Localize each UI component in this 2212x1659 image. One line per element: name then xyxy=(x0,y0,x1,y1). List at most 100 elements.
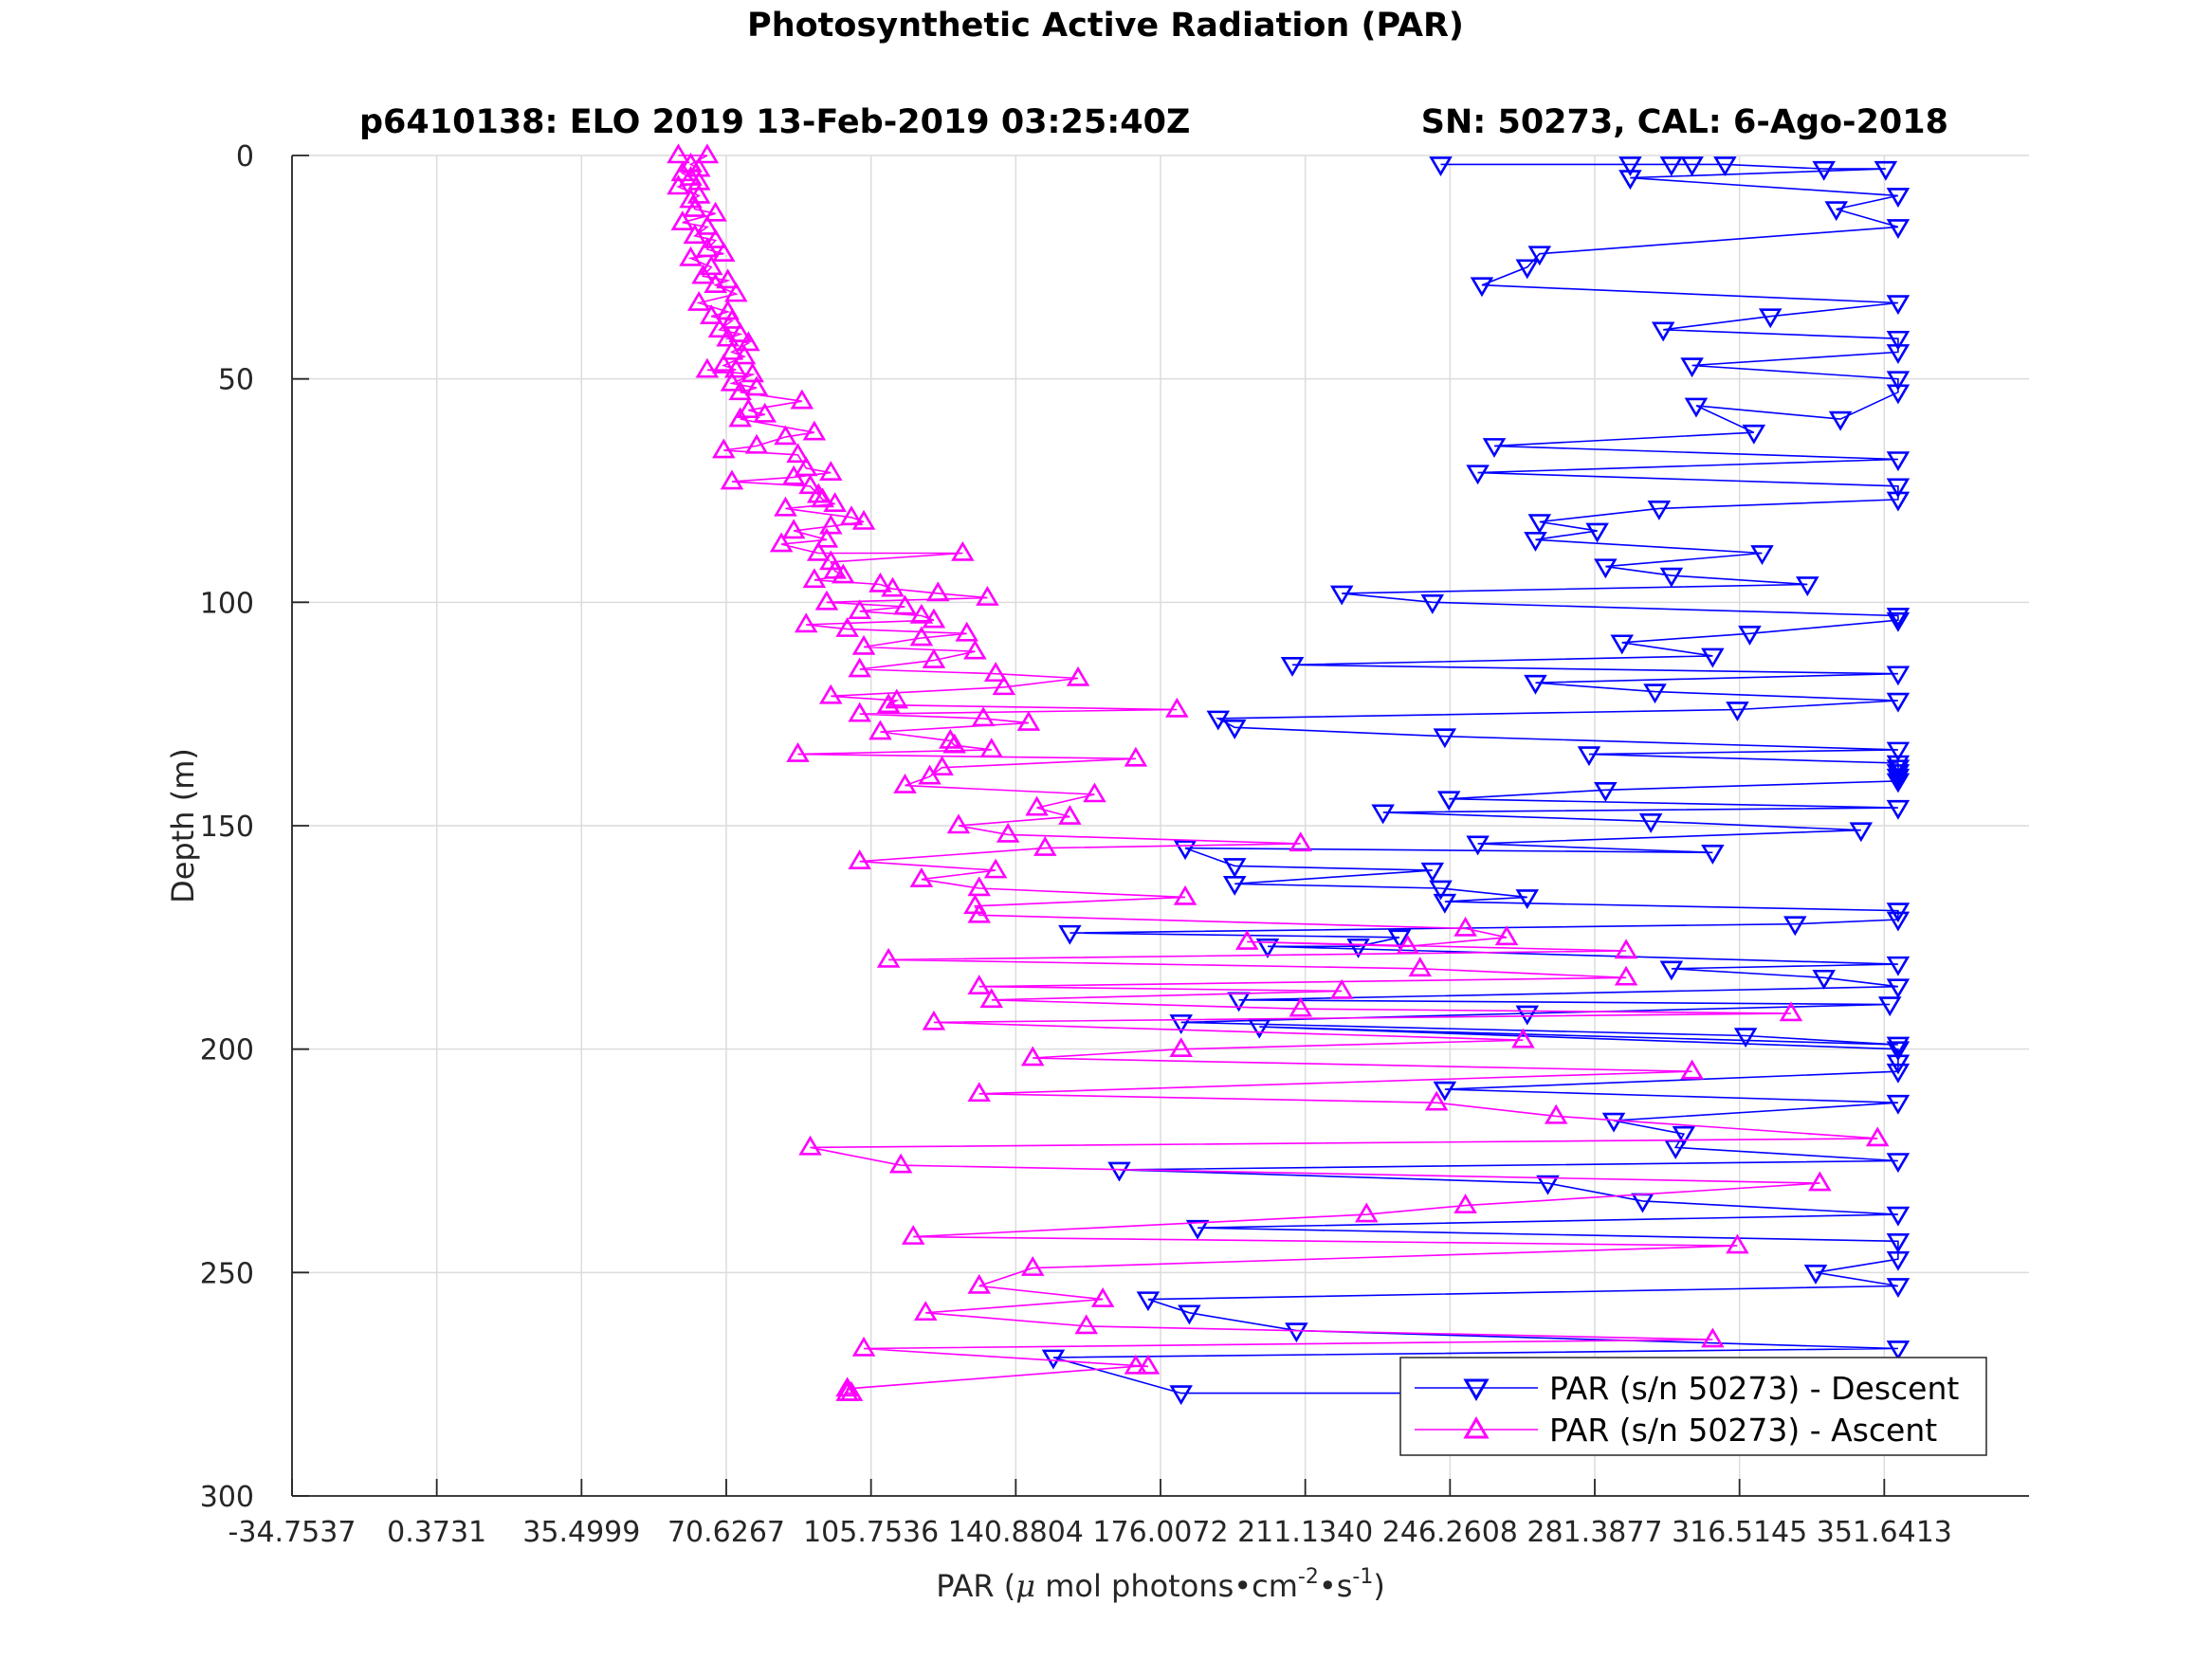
x-axis-label-mu: μ xyxy=(1015,1568,1035,1604)
data-point xyxy=(1886,1278,1910,1299)
data-point xyxy=(1585,522,1609,543)
data-point xyxy=(1886,330,1910,351)
data-point xyxy=(1020,1256,1045,1276)
data-point xyxy=(976,586,999,606)
data-point xyxy=(1680,357,1704,378)
data-point xyxy=(1701,1327,1725,1348)
data-point xyxy=(1524,674,1547,695)
data-point xyxy=(1738,626,1762,646)
data-point xyxy=(1387,929,1412,950)
data-point xyxy=(967,902,992,923)
data-point xyxy=(1136,1291,1161,1312)
data-point xyxy=(670,210,695,230)
data-point xyxy=(1733,1028,1758,1048)
data-point xyxy=(724,357,748,378)
data-point xyxy=(1886,911,1910,932)
data-point xyxy=(1638,812,1663,833)
data-point xyxy=(1527,246,1552,266)
data-point xyxy=(1647,501,1672,520)
x-tick-label: 70.6267 xyxy=(667,1516,785,1549)
data-point xyxy=(992,675,1016,696)
data-point xyxy=(794,612,818,633)
data-point xyxy=(1206,710,1231,731)
x-tick-label: 281.3877 xyxy=(1526,1516,1662,1549)
data-point xyxy=(1886,1233,1910,1253)
series-ascent xyxy=(667,143,1890,1401)
data-point xyxy=(1420,862,1445,883)
data-point xyxy=(1886,1063,1910,1084)
data-point xyxy=(1433,1081,1457,1102)
data-point xyxy=(1886,384,1910,405)
data-point xyxy=(1886,491,1910,512)
data-point xyxy=(769,532,794,553)
data-point xyxy=(686,170,711,191)
data-point xyxy=(1494,925,1519,946)
data-point xyxy=(930,756,954,776)
data-point xyxy=(1355,1202,1379,1223)
data-point xyxy=(786,443,810,464)
data-point xyxy=(1886,956,1910,976)
data-point xyxy=(814,590,839,611)
axes xyxy=(291,155,2029,1497)
data-point xyxy=(1610,634,1635,655)
y-tick-label: 100 xyxy=(200,587,254,620)
legend-ascent-label: PAR (s/n 50273) - Ascent xyxy=(1549,1412,1937,1449)
data-point xyxy=(1779,1001,1803,1022)
data-point xyxy=(720,371,744,392)
data-point xyxy=(1874,160,1898,181)
y-tick-label: 250 xyxy=(200,1257,254,1290)
data-point xyxy=(1812,160,1836,181)
data-point xyxy=(819,461,843,481)
x-tick-label: 211.1340 xyxy=(1237,1516,1373,1549)
data-point xyxy=(695,237,720,258)
data-point xyxy=(720,308,744,329)
data-point xyxy=(1877,996,1902,1017)
data-point xyxy=(971,706,996,727)
data-point xyxy=(1726,1233,1749,1254)
data-point xyxy=(704,273,727,293)
data-point xyxy=(1886,1153,1910,1174)
data-point xyxy=(1701,647,1725,668)
data-point xyxy=(1420,594,1445,614)
data-point xyxy=(1886,741,1910,762)
x-tick-label: 246.2608 xyxy=(1382,1516,1518,1549)
data-point xyxy=(1672,1125,1696,1146)
data-point xyxy=(1886,1041,1910,1062)
x-tick-label: 35.4999 xyxy=(522,1516,640,1549)
data-point xyxy=(1329,978,1354,999)
data-point xyxy=(1424,1090,1449,1111)
data-point xyxy=(1433,893,1457,914)
data-point xyxy=(737,331,760,352)
data-point xyxy=(1886,295,1910,316)
data-point xyxy=(1659,960,1684,981)
data-point xyxy=(774,496,797,517)
data-point xyxy=(1222,720,1247,739)
data-point xyxy=(876,693,901,714)
data-point xyxy=(1436,791,1461,811)
data-point xyxy=(1886,219,1910,239)
data-point xyxy=(1544,1103,1568,1124)
data-point xyxy=(699,304,723,324)
x-tick-label: -34.7537 xyxy=(229,1516,356,1549)
x-axis-label-exp2: -1 xyxy=(1352,1565,1373,1589)
data-point xyxy=(1758,308,1782,329)
data-point xyxy=(967,975,992,994)
data-point xyxy=(1016,711,1041,731)
data-point xyxy=(683,196,707,217)
data-point xyxy=(1289,831,1313,852)
data-point xyxy=(951,540,975,561)
x-axis-label-suffix: ) xyxy=(1373,1568,1384,1604)
data-point xyxy=(819,684,843,704)
data-point xyxy=(839,1381,864,1401)
data-point xyxy=(686,156,711,177)
data-point xyxy=(881,576,905,597)
series-line xyxy=(675,155,1878,1395)
data-point xyxy=(695,357,720,378)
data-point xyxy=(1169,1014,1193,1034)
data-point xyxy=(1803,1265,1828,1285)
data-point xyxy=(806,540,831,561)
data-point xyxy=(1453,916,1477,937)
data-point xyxy=(699,255,723,276)
data-point xyxy=(720,469,744,490)
